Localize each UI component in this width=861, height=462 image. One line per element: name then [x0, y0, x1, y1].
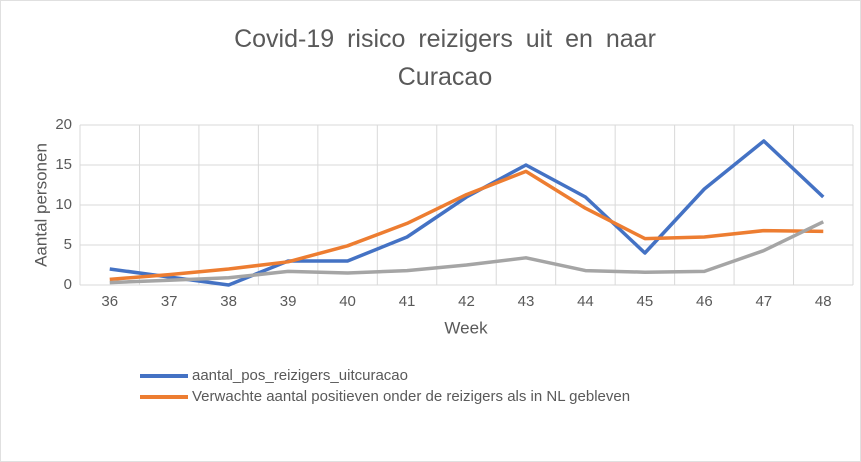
x-tick-label: 44: [577, 293, 594, 310]
x-tick-label: 45: [637, 293, 654, 310]
y-tick-label: 10: [55, 196, 72, 213]
series-line: [109, 139, 825, 287]
y-tick-label: 15: [55, 156, 72, 173]
x-tick-label: 42: [458, 293, 475, 310]
x-tick-label: 40: [339, 293, 356, 310]
legend-label: Verwachte aantal positieven onder de rei…: [192, 388, 631, 405]
x-tick-label: 36: [101, 293, 118, 310]
x-tick-label: 48: [815, 293, 832, 310]
legend-label: aantal_pos_reizigers_uitcuracao: [192, 367, 408, 384]
x-tick-label: 47: [755, 293, 772, 310]
y-tick-label: 0: [64, 276, 72, 293]
x-tick-label: 41: [399, 293, 416, 310]
x-tick-label: 46: [696, 293, 713, 310]
y-tick-label: 20: [55, 116, 72, 133]
series-line: [109, 220, 825, 285]
y-tick-label: 5: [64, 236, 72, 253]
x-tick-label: 38: [220, 293, 237, 310]
legend-swatch: [140, 395, 188, 399]
x-tick-label: 39: [280, 293, 297, 310]
y-axis-label: Aantal personen: [31, 143, 50, 267]
series-line: [109, 169, 824, 282]
chart-title: Covid-19 risico reizigers uit en naar Cu…: [234, 25, 656, 91]
x-axis-label: Week: [444, 318, 488, 337]
legend-swatch: [140, 374, 188, 378]
x-tick-label: 43: [518, 293, 535, 310]
x-tick-label: 37: [161, 293, 178, 310]
